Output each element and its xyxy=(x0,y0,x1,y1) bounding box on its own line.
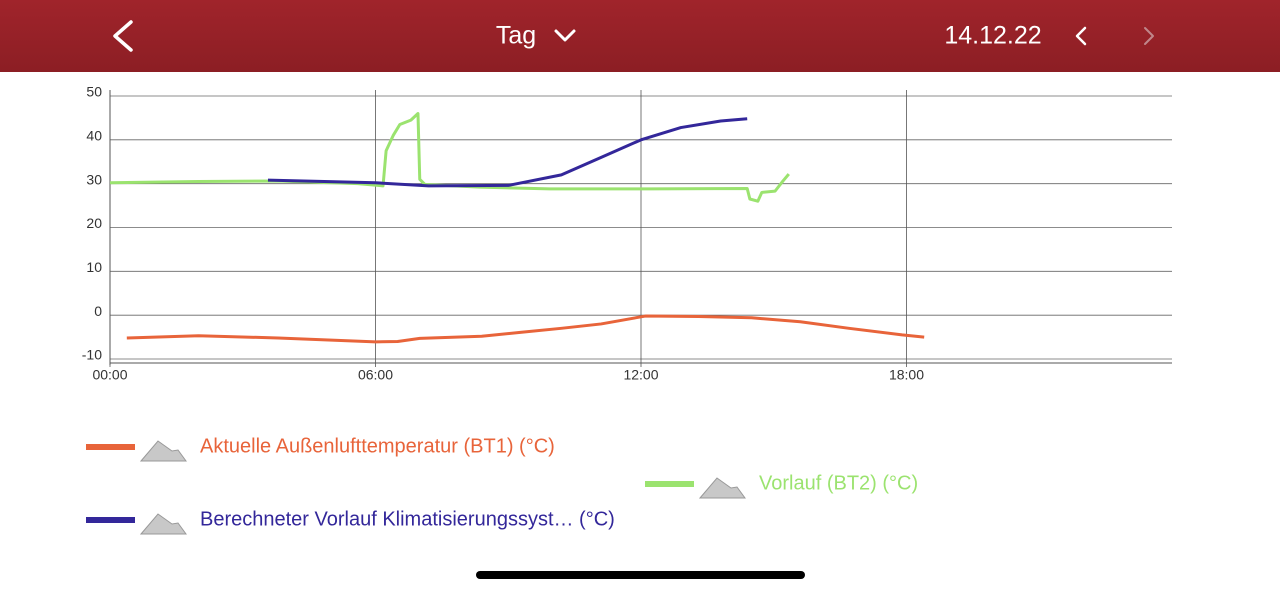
series-line xyxy=(109,112,790,203)
y-tick-label: 30 xyxy=(86,171,102,187)
legend-toggle-icon xyxy=(139,513,187,535)
x-tick-label: 12:00 xyxy=(623,367,658,383)
series-line xyxy=(126,314,925,344)
legend-label: Berechneter Vorlauf Klimatisierungssyst…… xyxy=(200,508,615,530)
y-tick-label: 0 xyxy=(94,303,102,319)
next-day[interactable] xyxy=(1144,27,1154,45)
y-tick-label: 10 xyxy=(86,259,102,275)
period-title[interactable]: Tag xyxy=(496,22,536,50)
y-tick-label: 50 xyxy=(86,84,102,100)
header-bar xyxy=(0,0,1280,72)
y-tick-label: 20 xyxy=(86,215,102,231)
y-tick-label: 40 xyxy=(86,128,102,144)
x-tick-label: 18:00 xyxy=(889,367,924,383)
home-indicator xyxy=(476,571,805,579)
y-tick-label: -10 xyxy=(82,347,102,363)
legend-label: Aktuelle Außenlufttemperatur (BT1) (°C) xyxy=(200,435,555,457)
legend-toggle-icon xyxy=(698,477,746,499)
period-dropdown[interactable] xyxy=(554,29,576,42)
series-line xyxy=(267,117,748,188)
date-label: 14.12.22 xyxy=(944,22,1041,50)
x-tick-label: 06:00 xyxy=(358,367,393,383)
legend-swatch xyxy=(645,481,694,487)
back-button[interactable] xyxy=(113,20,133,52)
legend-swatch xyxy=(86,517,135,523)
x-tick-label: 00:00 xyxy=(92,367,127,383)
legend-swatch xyxy=(86,444,135,450)
legend-toggle-icon xyxy=(139,440,187,462)
legend-label: Vorlauf (BT2) (°C) xyxy=(759,472,918,494)
prev-day[interactable] xyxy=(1075,26,1087,46)
